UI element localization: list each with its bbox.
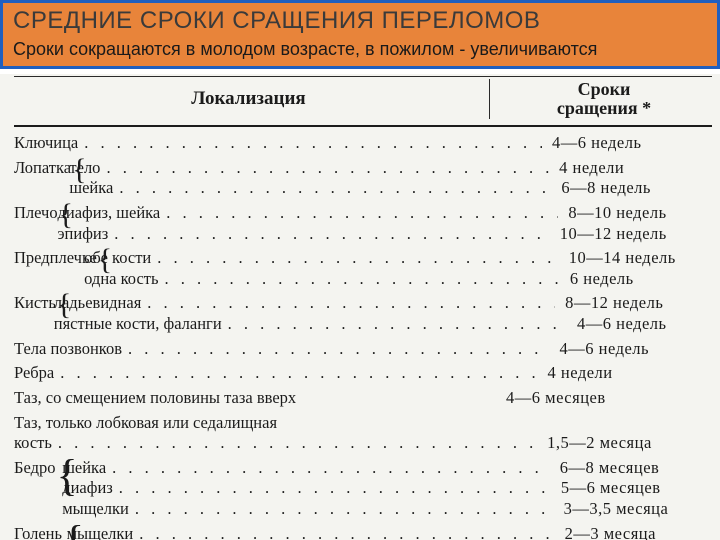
row-value: 4—6 недель — [550, 339, 712, 360]
table-row: Лопатка{тело. . . . . . . . . . . . . . … — [14, 158, 712, 199]
row-sublabel: одна кость — [84, 269, 158, 290]
leader-dots: . . . . . . . . . . . . . . . . . . . . … — [119, 478, 551, 499]
row-value: 5—6 месяцев — [551, 478, 712, 499]
leader-dots: . . . . . . . . . . . . . . . . . . . . … — [114, 224, 550, 245]
table-row: Плечо{диафиз, шейка. . . . . . . . . . .… — [14, 203, 712, 244]
row-sublabel: пястные кости, фаланги — [54, 314, 222, 335]
row-sublabel: обе кости — [84, 248, 151, 269]
row-label: Таз, со смещением половины таза вверх — [14, 388, 296, 409]
brace-icon: { — [57, 303, 71, 306]
header-separator — [489, 79, 490, 119]
table-body: Ключица . . . . . . . . . . . . . . . . .… — [14, 133, 712, 540]
table-row: Таз, со смещением половины таза вверх 4—6… — [14, 388, 712, 409]
leader-dots: . . . . . . . . . . . . . . . . . . . . … — [112, 458, 550, 479]
page-subtitle: Сроки сокращаются в молодом возрасте, в … — [13, 39, 707, 60]
row-value: 6—8 месяцев — [550, 458, 712, 479]
row-value: 8—12 недель — [555, 293, 712, 314]
row-value: 4—6 недель — [567, 314, 712, 335]
row-value: 6 недель — [560, 269, 712, 290]
leader-dots: . . . . . . . . . . . . . . . . . . . . … — [60, 363, 537, 384]
row-value: 1,5—2 месяца — [537, 433, 712, 454]
leader-dots: . . . . . . . . . . . . . . . . . . . . … — [84, 133, 542, 154]
row-value: 4—6 месяцев — [496, 388, 712, 409]
brace-icon: { — [98, 258, 112, 261]
row-label: Тела позвонков — [14, 339, 122, 360]
header-duration: Срокисращения * — [496, 80, 712, 118]
row-value: 2—3 месяца — [555, 524, 712, 540]
leader-dots: . . . . . . . . . . . . . . . . . . . . … — [119, 178, 551, 199]
row-label: Ключица — [14, 133, 78, 154]
row-label: Голень — [14, 524, 62, 540]
row-value: 4—6 недель — [542, 133, 712, 154]
row-label: Лопатка — [14, 158, 71, 179]
leader-dots: . . . . . . . . . . . . . . . . . . . . … — [166, 203, 558, 224]
table-page: Локализация Срокисращения * Ключица . . .… — [0, 74, 720, 540]
row-value: 4 недели — [538, 363, 712, 384]
row-label: Бедро — [14, 458, 55, 479]
title-banner: СРЕДНИЕ СРОКИ СРАЩЕНИЯ ПЕРЕЛОМОВ Сроки с… — [0, 0, 720, 69]
table-row: Таз, только лобковая или седалищнаякость… — [14, 413, 712, 454]
table-header: Локализация Срокисращения * — [14, 77, 712, 123]
row-label: Таз, только лобковая или седалищная — [14, 413, 277, 434]
leader-dots: . . . . . . . . . . . . . . . . . . . . … — [139, 524, 554, 540]
brace-icon: { — [59, 213, 73, 216]
leader-dots: . . . . . . . . . . . . . . . . . . . . … — [165, 269, 560, 290]
document-frame: { "banner": { "title": "СРЕДНИЕ СРОКИ СР… — [0, 0, 720, 540]
row-value: 6—8 недель — [551, 178, 712, 199]
table-row: Предплечье{обе кости. . . . . . . . . . … — [14, 248, 712, 289]
brace-icon: { — [72, 168, 86, 171]
row-label: Кисть — [14, 293, 56, 314]
row-value: 10—14 недель — [559, 248, 712, 269]
table-row: Ребра . . . . . . . . . . . . . . . . . .… — [14, 363, 712, 384]
table-row: Ключица . . . . . . . . . . . . . . . . .… — [14, 133, 712, 154]
row-label: кость — [14, 433, 52, 454]
page-title: СРЕДНИЕ СРОКИ СРАЩЕНИЯ ПЕРЕЛОМОВ — [13, 7, 707, 35]
brace-icon: { — [56, 474, 77, 478]
leader-dots: . . . . . . . . . . . . . . . . . . . . … — [157, 248, 559, 269]
row-value: 8—10 недель — [558, 203, 712, 224]
row-value: 10—12 недель — [550, 224, 712, 245]
row-label: Плечо — [14, 203, 58, 224]
leader-dots: . . . . . . . . . . . . . . . . . . . . … — [135, 499, 554, 520]
table-row: Тела позвонков . . . . . . . . . . . . . … — [14, 339, 712, 360]
leader-dots: . . . . . . . . . . . . . . . . . . . . … — [106, 158, 549, 179]
row-value: 4 недели — [549, 158, 712, 179]
table-row: Голень{мыщелки. . . . . . . . . . . . . … — [14, 524, 712, 540]
leader-dots: . . . . . . . . . . . . . . . . . . . . … — [128, 339, 549, 360]
leader-dots: . . . . . . . . . . . . . . . . . . . . … — [147, 293, 555, 314]
table-row: Кисть{ладьевидная. . . . . . . . . . . .… — [14, 293, 712, 334]
header-localization: Локализация — [14, 88, 483, 110]
header-rule — [14, 125, 712, 127]
row-label: Ребра — [14, 363, 54, 384]
leader-dots: . . . . . . . . . . . . . . . . . . . . … — [58, 433, 537, 454]
leader-dots: . . . . . . . . . . . . . . . . . . . . … — [228, 314, 567, 335]
table-row: Бедро{шейка. . . . . . . . . . . . . . .… — [14, 458, 712, 520]
row-value: 3—3,5 месяца — [554, 499, 712, 520]
